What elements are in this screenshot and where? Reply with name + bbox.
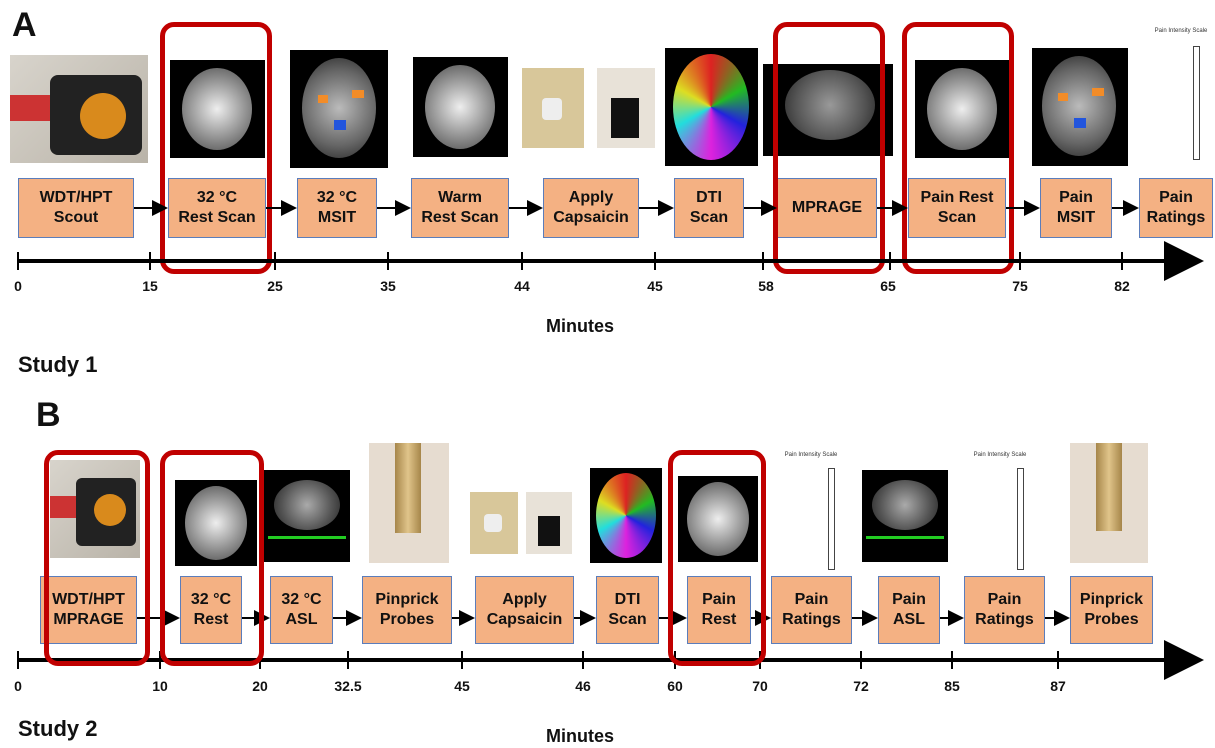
tick-label: 82 xyxy=(1114,278,1130,294)
msit-activation-brain-image xyxy=(290,50,388,168)
highlight-32c-rest-scan xyxy=(160,22,272,274)
capsaicin-device-image-b xyxy=(526,492,572,554)
tick-label: 0 xyxy=(14,278,22,294)
step-dti-scan: DTI Scan xyxy=(674,178,744,238)
step-pinprick-probes: Pinprick Probes xyxy=(362,576,452,644)
panel-b-letter: B xyxy=(36,396,61,434)
tick-label: 25 xyxy=(267,278,283,294)
step-mprage: MPRAGE xyxy=(777,178,877,238)
tick-label: 45 xyxy=(454,678,470,694)
step-pain-asl: Pain ASL xyxy=(878,576,940,644)
panel-a-axis-title: Minutes xyxy=(546,316,615,336)
tick-label: 85 xyxy=(944,678,960,694)
step-32c-asl: 32 °C ASL xyxy=(270,576,333,644)
pain-asl-sagittal-image xyxy=(862,470,948,562)
pain-msit-brain-image xyxy=(1032,48,1128,166)
step-pain-msit: Pain MSIT xyxy=(1040,178,1112,238)
pinprick-probe-image xyxy=(369,443,449,563)
tick-label: 60 xyxy=(667,678,683,694)
panel-b-axis-title: Minutes xyxy=(546,726,615,746)
tick-label: 10 xyxy=(152,678,168,694)
pinprick-probe-image-b2 xyxy=(1070,443,1148,563)
pain-intensity-scale-image-b1: Pain Intensity Scale xyxy=(775,452,847,572)
tick-label: 32.5 xyxy=(334,678,362,694)
highlight-mprage xyxy=(773,22,885,274)
step-apply-capsaicin-b: Apply Capsaicin xyxy=(475,576,574,644)
tick-label: 45 xyxy=(647,278,663,294)
step-wdt-hpt-scout: WDT/HPT Scout xyxy=(18,178,134,238)
study-1-label: Study 1 xyxy=(18,352,98,377)
step-pain-ratings-b2: Pain Ratings xyxy=(964,576,1045,644)
tick-label: 46 xyxy=(575,678,591,694)
step-32c-msit: 32 °C MSIT xyxy=(297,178,377,238)
asl-sagittal-image xyxy=(264,470,350,562)
step-pain-rest: Pain Rest xyxy=(687,576,751,644)
tick-label: 87 xyxy=(1050,678,1066,694)
pain-intensity-scale-image: Pain Intensity Scale xyxy=(1150,28,1212,166)
dti-brain-image xyxy=(665,48,758,166)
capsaicin-arm-image xyxy=(522,68,584,148)
study-2-label: Study 2 xyxy=(18,716,98,741)
highlight-32c-rest xyxy=(160,450,264,666)
tick-label: 65 xyxy=(880,278,896,294)
rest-brain-image-b xyxy=(175,480,257,566)
tick-label: 35 xyxy=(380,278,396,294)
pain-scale-title: Pain Intensity Scale xyxy=(784,452,838,458)
step-32c-rest: 32 °C Rest xyxy=(180,576,242,644)
pain-scale-title: Pain Intensity Scale xyxy=(1154,28,1208,34)
step-warm-rest-scan: Warm Rest Scan xyxy=(411,178,509,238)
tick-label: 75 xyxy=(1012,278,1028,294)
step-apply-capsaicin: Apply Capsaicin xyxy=(543,178,639,238)
pain-intensity-scale-image-b2: Pain Intensity Scale xyxy=(964,452,1036,572)
pain-scale-title: Pain Intensity Scale xyxy=(973,452,1027,458)
tick-label: 58 xyxy=(758,278,774,294)
highlight-pain-rest xyxy=(668,450,766,666)
rest-scan-brain-image xyxy=(170,60,265,158)
tick-label: 72 xyxy=(853,678,869,694)
warm-rest-brain-image xyxy=(413,57,508,157)
dti-brain-image-b xyxy=(590,468,662,563)
step-wdt-hpt-mprage: WDT/HPT MPRAGE xyxy=(40,576,137,644)
tick-label: 20 xyxy=(252,678,268,694)
highlight-wdt-hpt-mprage xyxy=(44,450,150,666)
thermode-device-image-b xyxy=(50,460,140,558)
highlight-pain-rest-scan xyxy=(902,22,1014,274)
step-32c-rest-scan: 32 °C Rest Scan xyxy=(168,178,266,238)
pain-rest-brain-image xyxy=(915,60,1010,158)
step-dti-scan-b: DTI Scan xyxy=(596,576,659,644)
tick-label: 70 xyxy=(752,678,768,694)
thermode-device-image xyxy=(10,55,148,163)
tick-label: 0 xyxy=(14,678,22,694)
mprage-sagittal-image xyxy=(763,64,893,156)
tick-label: 15 xyxy=(142,278,158,294)
step-pain-rest-scan: Pain Rest Scan xyxy=(908,178,1006,238)
capsaicin-device-image xyxy=(597,68,655,148)
capsaicin-arm-image-b xyxy=(470,492,518,554)
pain-rest-brain-image-b xyxy=(678,476,758,562)
step-pinprick-probes-b2: Pinprick Probes xyxy=(1070,576,1153,644)
step-pain-ratings-b1: Pain Ratings xyxy=(771,576,852,644)
step-pain-ratings: Pain Ratings xyxy=(1139,178,1213,238)
tick-label: 44 xyxy=(514,278,530,294)
panel-a-letter: A xyxy=(12,6,37,44)
